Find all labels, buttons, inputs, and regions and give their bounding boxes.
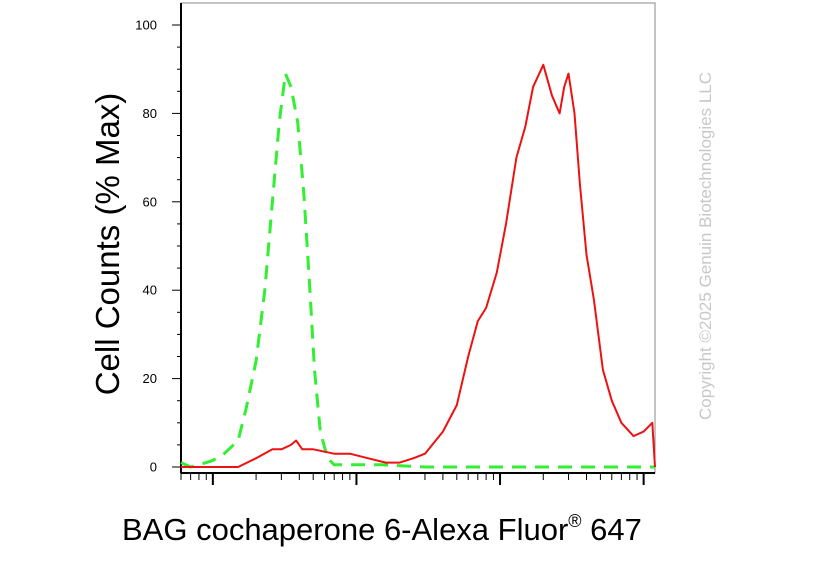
series-line-0	[180, 72, 655, 469]
y-tick-label: 100	[135, 18, 157, 33]
y-tick-label: 20	[143, 371, 157, 386]
series-line-1	[181, 63, 656, 468]
plot-frame	[180, 2, 656, 474]
y-tick-labels: 0 20 40 60 80 100	[135, 18, 157, 475]
y-tick-label: 80	[143, 106, 157, 121]
y-tick-label: 0	[150, 460, 157, 475]
registered-mark: ®	[568, 510, 582, 531]
y-axis-label: Cell Counts (% Max)	[89, 92, 126, 396]
x-axis-label-text: BAG cochaperone 6-Alexa Fluor	[122, 512, 569, 547]
copyright-watermark: Copyright ©2025 Genuin Biotechnologies L…	[696, 71, 715, 421]
plot-area	[180, 63, 656, 469]
y-tick-label: 60	[143, 194, 157, 209]
x-axis-label: BAG cochaperone 6-Alexa Fluor® 647	[122, 510, 642, 548]
x-axis-label-suffix: 647	[581, 512, 642, 547]
y-tick-label: 40	[143, 283, 157, 298]
axes	[172, 2, 656, 485]
